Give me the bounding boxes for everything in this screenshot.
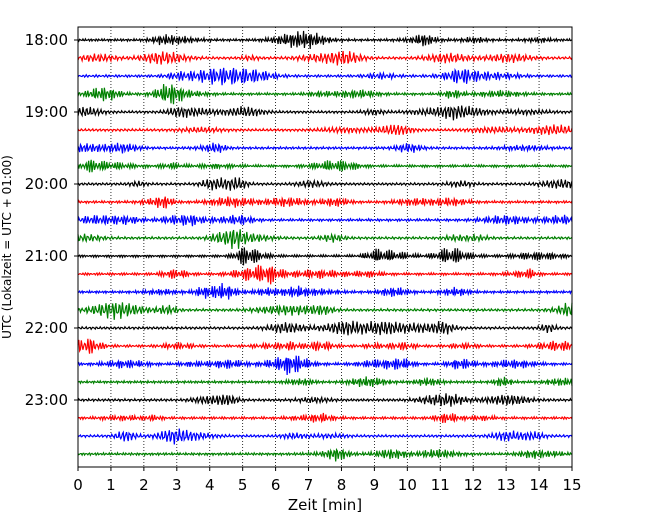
x-tick-label: 3: [172, 476, 182, 494]
y-tick-label: 22:00: [25, 319, 68, 337]
trace-2200: [77, 320, 573, 336]
grid-lines: [110, 27, 540, 467]
y-axis-label: UTC (Lokalzeit = UTC + 01:00): [0, 155, 14, 339]
x-axis-label: Zeit [min]: [288, 496, 362, 514]
y-tick-label: 19:00: [25, 103, 68, 121]
x-tick-label: 7: [304, 476, 314, 494]
trace-2345: [77, 447, 573, 462]
x-tick-label: 11: [431, 476, 450, 494]
y-tick-label: 23:00: [25, 391, 68, 409]
trace-2030: [77, 214, 573, 227]
trace-1915: [77, 124, 573, 136]
trace-2130: [77, 283, 573, 300]
x-tick-label: 0: [73, 476, 83, 494]
trace-1830: [77, 67, 573, 86]
seismic-traces: [77, 30, 573, 462]
x-tick-label: 6: [271, 476, 281, 494]
x-tick-label: 10: [398, 476, 417, 494]
trace-2115: [77, 264, 573, 285]
x-tick-label: 9: [370, 476, 380, 494]
trace-1845: [77, 84, 573, 105]
plot-frame: [77, 26, 573, 468]
y-tick-label: 18:00: [25, 31, 68, 49]
trace-2015: [77, 196, 573, 209]
trace-1900: [77, 105, 573, 121]
y-axis-ticks: 18:00 19:00 20:00 21:00 22:00 23:00: [25, 31, 78, 409]
y-tick-label: 20:00: [25, 175, 68, 193]
trace-2215: [77, 338, 573, 354]
trace-2330: [77, 428, 573, 445]
trace-2000: [77, 177, 573, 191]
x-axis-ticks: 0 1 2 3 4 5 6 7 8 9 10 11 12 13 14 15: [73, 467, 582, 494]
trace-2100: [77, 247, 573, 266]
trace-1800: [77, 30, 573, 50]
x-tick-label: 5: [238, 476, 248, 494]
trace-1945: [77, 159, 573, 173]
x-tick-label: 4: [205, 476, 215, 494]
x-tick-label: 14: [530, 476, 549, 494]
x-tick-label: 15: [562, 476, 581, 494]
trace-1815: [77, 50, 573, 66]
x-tick-label: 12: [464, 476, 483, 494]
trace-2045: [77, 229, 573, 250]
trace-2230: [77, 355, 573, 376]
trace-2145: [77, 302, 573, 320]
trace-1930: [77, 142, 573, 154]
x-tick-label: 1: [106, 476, 116, 494]
trace-2300: [77, 393, 573, 407]
y-tick-label: 21:00: [25, 247, 68, 265]
x-tick-label: 2: [139, 476, 149, 494]
x-tick-label: 13: [497, 476, 516, 494]
trace-2315: [77, 412, 573, 424]
trace-2245: [77, 376, 573, 388]
x-tick-label: 8: [337, 476, 347, 494]
